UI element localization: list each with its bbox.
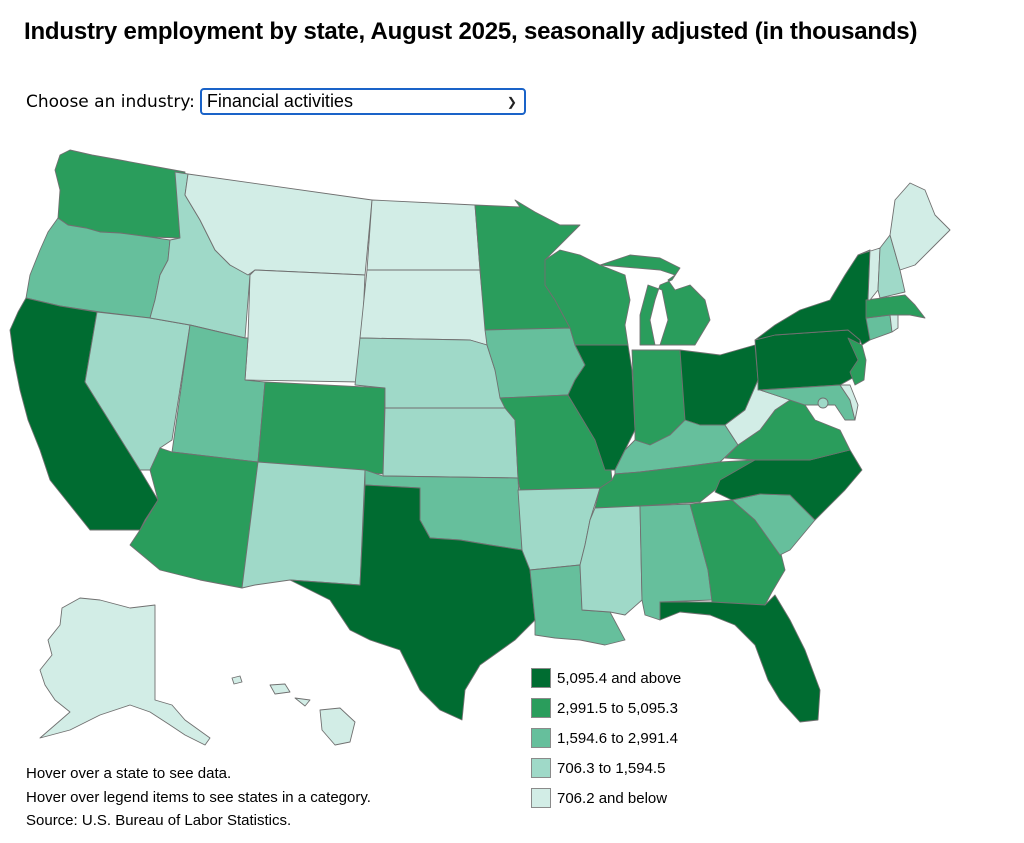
state-CT[interactable] — [865, 314, 893, 341]
state-MS[interactable] — [579, 505, 643, 616]
notes: Hover over a state to see data. Hover ov… — [26, 762, 371, 833]
state-MI[interactable] — [599, 254, 711, 346]
state-WI[interactable] — [544, 249, 631, 346]
source-note: Source: U.S. Bureau of Labor Statistics. — [26, 812, 292, 829]
state-FL[interactable] — [659, 594, 821, 723]
state-HI[interactable] — [231, 675, 356, 746]
state-DC[interactable] — [817, 397, 829, 409]
legend: 5,095.4 and above 2,991.5 to 5,095.3 1,594… — [531, 663, 681, 813]
legend-label: 2,991.5 to 5,095.3 — [557, 699, 678, 717]
hover-legend-note: Hover over legend items to see states in… — [26, 788, 371, 806]
legend-swatch — [531, 728, 551, 748]
industry-select-value: Financial activities — [206, 91, 353, 111]
state-CO[interactable] — [257, 381, 386, 475]
legend-swatch — [531, 698, 551, 718]
state-ME[interactable] — [889, 182, 951, 271]
legend-item[interactable]: 5,095.4 and above — [531, 663, 681, 693]
industry-chooser: Choose an industry: Financial activities… — [26, 88, 526, 115]
state-MT[interactable] — [184, 173, 373, 276]
industry-select[interactable]: Financial activities ❯ — [199, 88, 526, 115]
state-NM[interactable] — [241, 461, 366, 589]
chevron-down-icon: ❯ — [506, 94, 517, 109]
legend-swatch — [531, 788, 551, 808]
legend-item[interactable]: 706.3 to 1,594.5 — [531, 753, 681, 783]
state-KS[interactable] — [382, 407, 519, 479]
hover-state-note: Hover over a state to see data. — [26, 765, 232, 782]
legend-item[interactable]: 706.2 and below — [531, 783, 681, 813]
state-WY[interactable] — [244, 269, 366, 383]
state-WA[interactable] — [54, 149, 186, 239]
us-state-map — [9, 149, 951, 746]
state-DE[interactable] — [839, 384, 859, 421]
legend-label: 706.3 to 1,594.5 — [557, 759, 666, 777]
state-TX[interactable] — [289, 484, 536, 721]
legend-item[interactable]: 2,991.5 to 5,095.3 — [531, 693, 681, 723]
state-SD[interactable] — [359, 269, 488, 346]
state-IA[interactable] — [484, 327, 586, 399]
state-PA[interactable] — [754, 329, 861, 391]
state-NJ[interactable] — [847, 337, 867, 386]
state-MA[interactable] — [865, 294, 926, 319]
legend-label: 706.2 and below — [557, 789, 668, 807]
legend-swatch — [531, 758, 551, 778]
legend-label: 5,095.4 and above — [557, 669, 682, 687]
legend-item[interactable]: 1,594.6 to 2,991.4 — [531, 723, 681, 753]
industry-chooser-label: Choose an industry: — [26, 91, 195, 112]
state-ND[interactable] — [366, 199, 481, 271]
state-IL[interactable] — [567, 344, 636, 471]
legend-swatch — [531, 668, 551, 688]
page-title: Industry employment by state, August 202… — [24, 18, 918, 45]
state-AK[interactable] — [39, 597, 211, 746]
state-NY[interactable] — [754, 249, 871, 346]
legend-label: 1,594.6 to 2,991.4 — [557, 729, 678, 747]
